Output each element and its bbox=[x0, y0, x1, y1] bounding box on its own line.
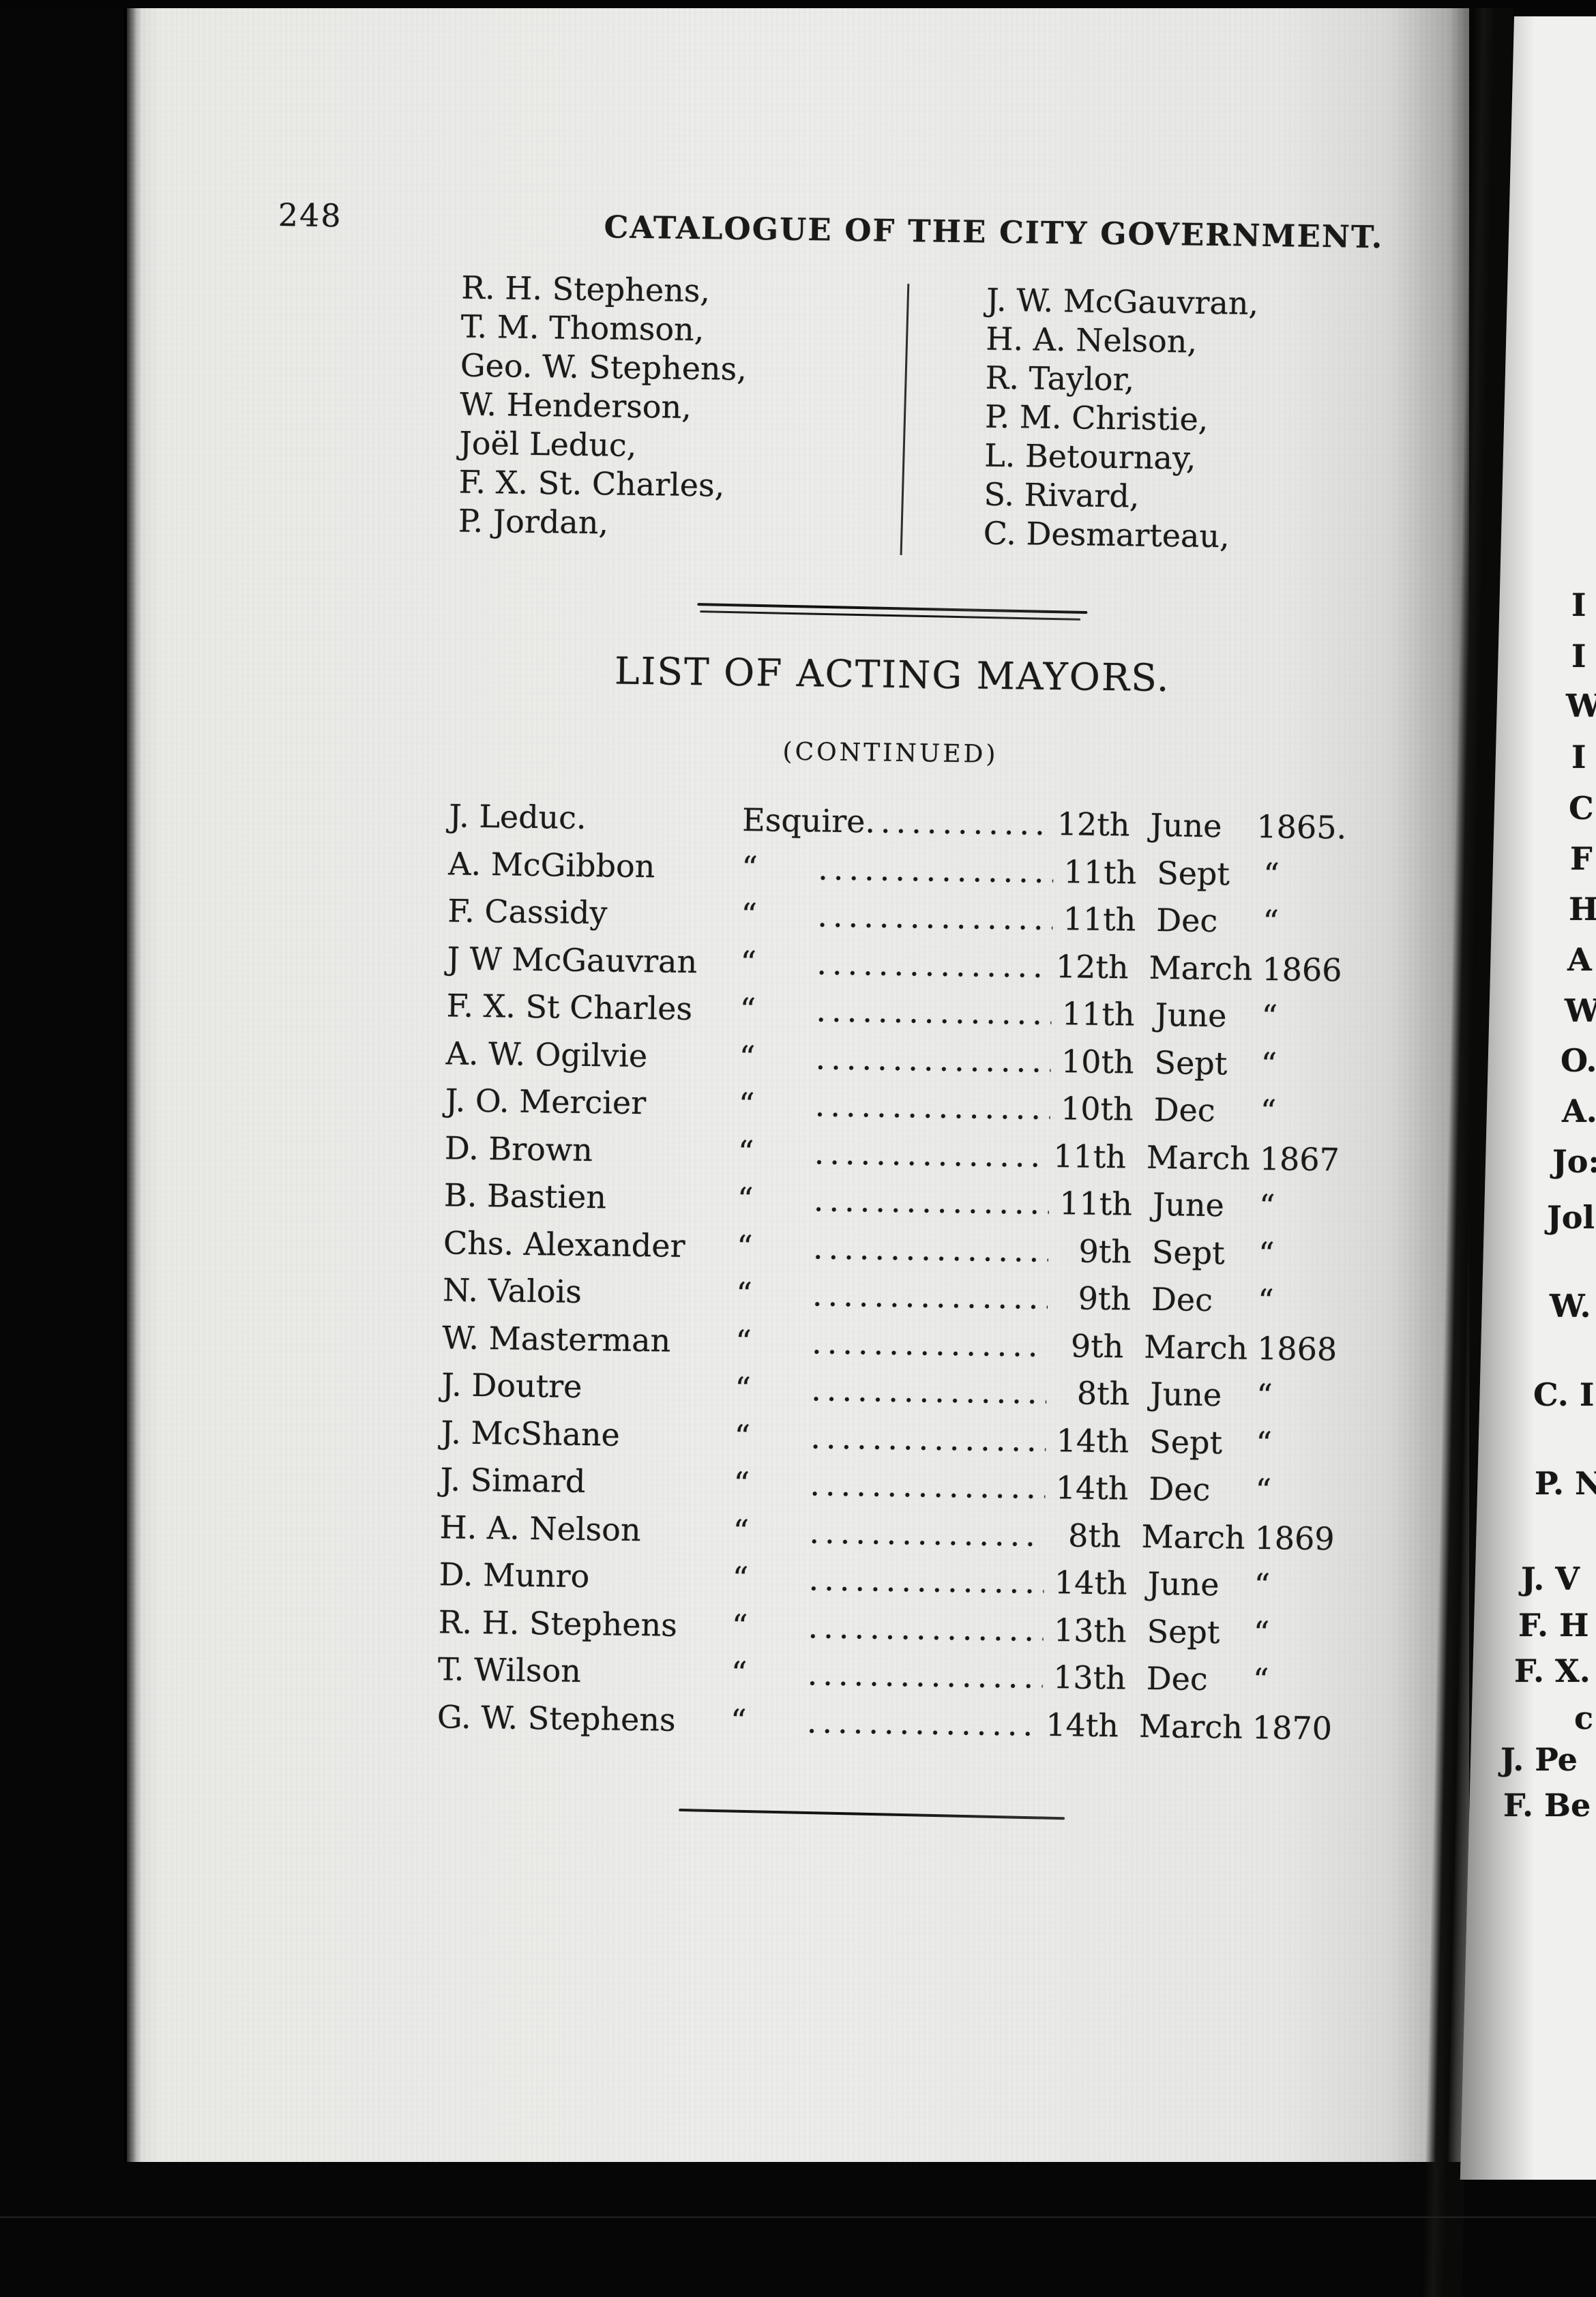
facing-page-fragment: C bbox=[1569, 790, 1594, 827]
facing-page-fragment: I bbox=[1571, 739, 1586, 775]
facing-page-fragment: P. N bbox=[1535, 1465, 1596, 1502]
scan-top-border bbox=[0, 0, 1596, 8]
facing-page-fragment: Jo: bbox=[1552, 1143, 1596, 1180]
facing-page-fragment: A. bbox=[1562, 1093, 1596, 1129]
left-page-paper bbox=[124, 7, 1469, 2162]
facing-page-fragment: O. bbox=[1561, 1042, 1596, 1079]
facing-page-fragment: W bbox=[1566, 687, 1596, 724]
facing-page-fragment: F. X. bbox=[1514, 1653, 1591, 1689]
facing-page-fragment: W. bbox=[1550, 1288, 1591, 1324]
facing-page-fragment: W bbox=[1565, 992, 1596, 1029]
facing-page-fragment: F. H bbox=[1518, 1607, 1589, 1644]
facing-page-fragment: Jol bbox=[1547, 1199, 1595, 1236]
facing-page-fragment: F. Be bbox=[1503, 1787, 1591, 1824]
facing-page-fragment: H bbox=[1569, 891, 1596, 928]
facing-page-fragment: c bbox=[1574, 1700, 1594, 1736]
facing-page-fragment: J. V bbox=[1521, 1560, 1580, 1597]
facing-page-fragment: C. I bbox=[1533, 1376, 1595, 1413]
facing-page-fragment: I bbox=[1571, 587, 1586, 623]
facing-page-fragment: I bbox=[1571, 638, 1586, 675]
facing-page-fragment: A bbox=[1567, 941, 1592, 978]
facing-page-fragment: F bbox=[1570, 840, 1593, 877]
facing-page-fragment: J. Pe bbox=[1501, 1741, 1578, 1778]
scan-scratch-artifact bbox=[0, 2217, 1596, 2218]
